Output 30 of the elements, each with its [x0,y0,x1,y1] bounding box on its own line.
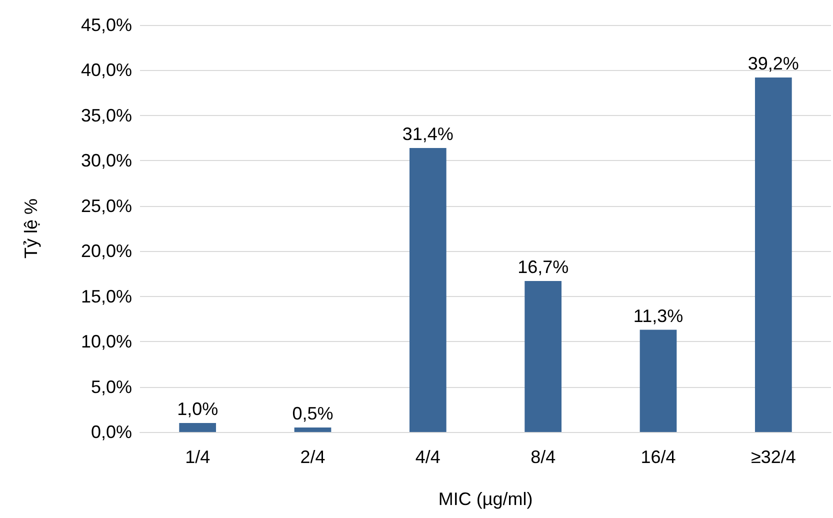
x-tick-label: 16/4 [640,447,676,467]
x-tick-label: 1/4 [185,447,210,467]
x-tick-label: 4/4 [415,447,440,467]
x-tick-label: ≥32/4 [750,447,796,467]
y-tick-label: 5,0% [90,376,132,397]
data-label: 1,0% [177,398,218,419]
y-tick-label: 15,0% [80,286,132,306]
x-tick-label: 2/4 [300,447,326,467]
bar [640,330,677,432]
bar [524,280,562,432]
data-label: 0,5% [292,403,334,424]
data-label: 31,4% [402,124,454,144]
y-tick-label: 25,0% [80,196,132,216]
data-label: 39,2% [748,53,799,74]
y-tick-label: 30,0% [80,150,132,171]
y-axis-title: Tỷ lệ % [21,198,41,259]
y-tick-label: 45,0% [80,15,132,35]
bar [409,148,446,432]
x-axis-title: MIC (µg/ml) [438,489,533,509]
y-tick-label: 0,0% [90,422,132,442]
y-tick-label: 40,0% [80,60,132,80]
x-tick-label: 8/4 [530,447,556,467]
y-tick-label: 20,0% [80,241,132,262]
bar [179,422,216,432]
data-label: 11,3% [633,306,684,326]
y-tick-label: 35,0% [80,105,132,126]
bar [754,77,792,432]
bar [294,427,332,432]
y-tick-label: 10,0% [80,332,132,352]
data-label: 16,7% [518,256,569,277]
